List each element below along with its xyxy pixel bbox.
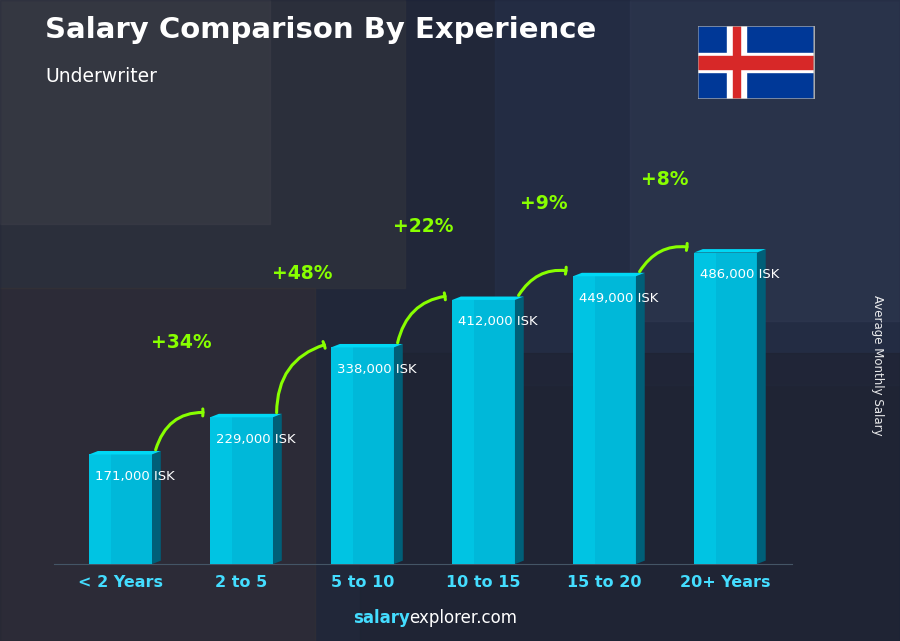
Bar	[698, 53, 814, 72]
Text: 229,000 ISK: 229,000 ISK	[216, 433, 296, 445]
Polygon shape	[210, 417, 232, 564]
Text: 449,000 ISK: 449,000 ISK	[580, 292, 659, 304]
Polygon shape	[573, 276, 636, 564]
Bar	[495, 0, 900, 385]
Text: +34%: +34%	[150, 333, 212, 352]
Text: Average Monthly Salary: Average Monthly Salary	[871, 295, 884, 436]
Bar	[734, 26, 740, 99]
Text: +9%: +9%	[520, 194, 568, 213]
Bar	[360, 353, 900, 641]
Polygon shape	[152, 451, 161, 564]
Text: salary: salary	[353, 609, 410, 627]
Polygon shape	[573, 276, 595, 564]
Text: 486,000 ISK: 486,000 ISK	[700, 268, 779, 281]
Polygon shape	[757, 249, 766, 564]
Text: Underwriter: Underwriter	[45, 67, 157, 87]
Bar	[0, 0, 270, 224]
Polygon shape	[89, 451, 161, 454]
Polygon shape	[452, 300, 474, 564]
Polygon shape	[694, 249, 766, 253]
Polygon shape	[636, 273, 644, 564]
Polygon shape	[89, 454, 111, 564]
Bar	[698, 56, 814, 69]
Text: +22%: +22%	[392, 217, 454, 236]
Text: +8%: +8%	[641, 171, 688, 190]
Polygon shape	[331, 347, 394, 564]
Polygon shape	[273, 414, 282, 564]
Bar	[630, 0, 900, 320]
Polygon shape	[331, 347, 353, 564]
Polygon shape	[210, 414, 282, 417]
Text: explorer.com: explorer.com	[410, 609, 518, 627]
Text: 338,000 ISK: 338,000 ISK	[338, 363, 417, 376]
Polygon shape	[452, 297, 524, 300]
Bar	[727, 26, 746, 99]
Polygon shape	[210, 417, 273, 564]
Polygon shape	[452, 300, 515, 564]
Text: 171,000 ISK: 171,000 ISK	[95, 470, 176, 483]
Bar	[0, 288, 315, 641]
Polygon shape	[694, 253, 716, 564]
Text: 412,000 ISK: 412,000 ISK	[458, 315, 538, 328]
Polygon shape	[573, 273, 644, 276]
Polygon shape	[89, 454, 152, 564]
Polygon shape	[331, 344, 403, 347]
Text: +48%: +48%	[272, 264, 332, 283]
Polygon shape	[394, 344, 403, 564]
Text: Salary Comparison By Experience: Salary Comparison By Experience	[45, 16, 596, 44]
Polygon shape	[694, 253, 757, 564]
Bar	[0, 0, 405, 288]
Polygon shape	[515, 297, 524, 564]
